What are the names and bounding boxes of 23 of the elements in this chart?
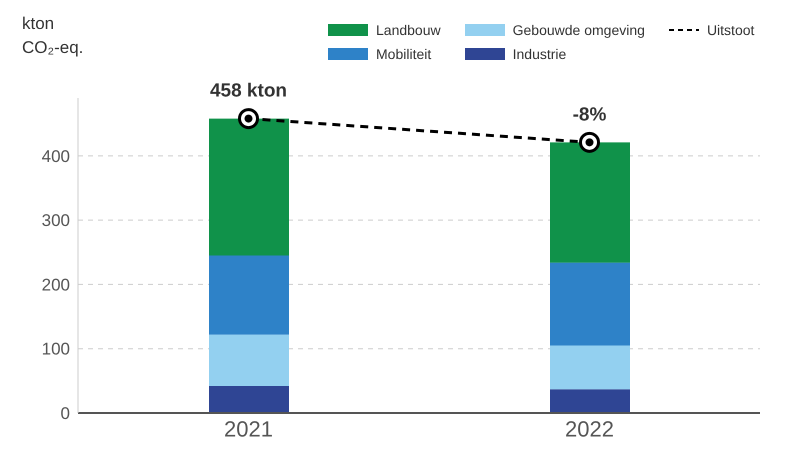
y-tick-label: 400 [42, 146, 70, 166]
y-tick-label: 300 [42, 211, 70, 230]
annotation: 458 kton [210, 80, 288, 102]
bar [550, 262, 630, 346]
bar [550, 142, 630, 263]
bar [209, 386, 289, 413]
y-axis-title: kton CO₂-eq. [22, 13, 84, 59]
annotation: -8% [572, 104, 606, 126]
y-tick-label: 200 [42, 275, 70, 294]
legend-label: Mobiliteit [376, 46, 432, 62]
legend-label: Gebouwde omgeving [512, 22, 645, 38]
legend-label: Uitstoot [706, 22, 754, 38]
legend-label: Industrie [512, 46, 566, 62]
y-tick-label: 0 [60, 404, 70, 424]
bar [550, 389, 630, 413]
bar [209, 118, 289, 256]
y-tick-label: 100 [42, 340, 70, 359]
bar [209, 256, 289, 335]
x-tick-label: 2021 [224, 416, 273, 442]
legend-label: Landbouw [376, 22, 441, 38]
bar [550, 346, 630, 390]
bar [209, 334, 289, 386]
x-tick-label: 2022 [565, 416, 614, 442]
